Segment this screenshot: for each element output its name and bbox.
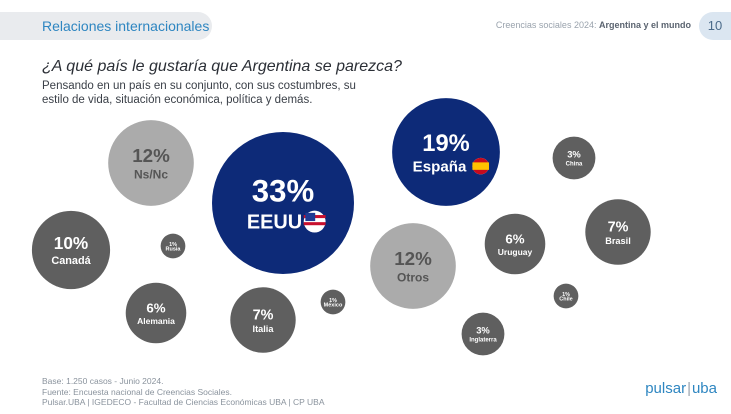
bubble-circle-mexico	[320, 289, 346, 315]
bubble-value-ns-nc: 12%	[132, 145, 170, 166]
bubble-espana: 19%España	[392, 98, 500, 206]
bubble-ns-nc: 12%Ns/Nc	[108, 120, 194, 206]
bubble-circle-ns-nc	[108, 120, 194, 206]
bubble-label-brasil: Brasil	[605, 236, 631, 246]
bubble-value-alemania: 6%	[146, 300, 165, 315]
bubble-label-chile: Chile	[559, 296, 572, 302]
bubble-circle-alemania	[125, 282, 187, 344]
bubble-label-espana: España	[413, 158, 467, 175]
bubble-value-china: 3%	[567, 149, 581, 160]
footer: Base: 1.250 casos - Junio 2024. Fuente: …	[42, 376, 325, 408]
bubble-value-espana: 19%	[422, 131, 469, 157]
chart-title: ¿A qué país le gustaría que Argentina se…	[42, 58, 402, 75]
bubble-circle-otros	[370, 223, 456, 309]
bubble-value-italia: 7%	[253, 307, 274, 323]
bubble-alemania: 6%Alemania	[125, 282, 187, 344]
bubble-italia: 7%Italia	[230, 287, 296, 353]
bubble-circle-italia	[230, 287, 296, 353]
brand-left: pulsar	[645, 380, 687, 397]
bubble-value-otros: 12%	[394, 248, 432, 269]
bubble-label-ns-nc: Ns/Nc	[134, 167, 168, 181]
bubble-circle-canada	[31, 210, 111, 290]
footer-source: Fuente: Encuesta nacional de Creencias S…	[42, 386, 232, 397]
bubble-circle-eeuu	[212, 132, 354, 274]
bubble-brasil: 7%Brasil	[585, 199, 651, 265]
bubble-china: 3% China	[552, 136, 596, 180]
bubble-value-canada: 10%	[54, 233, 88, 253]
bubble-label-canada: Canadá	[51, 255, 91, 267]
bubble-chile: 1%Chile	[553, 283, 579, 309]
bubble-value-eeuu: 33%	[252, 174, 314, 209]
bubble-rusia: 1%Rusia	[160, 233, 186, 259]
bubble-canada: 10% Canadá	[31, 210, 111, 290]
survey-topic: Argentina y el mundo	[598, 20, 691, 30]
bubble-circle-brasil	[585, 199, 651, 265]
bubble-value-brasil: 7%	[608, 219, 629, 235]
us-flag-icon	[303, 210, 326, 233]
footer-credits: Pulsar.UBA | IGEDECO - Facultad de Cienc…	[42, 397, 325, 407]
spain-flag-icon	[472, 157, 489, 175]
bubble-label-eeuu: EEUU	[247, 212, 302, 234]
bubble-label-italia: Italia	[253, 324, 275, 334]
bubble-value-inglaterra: 3%	[476, 325, 490, 336]
bubble-circle-china	[552, 136, 596, 180]
bubble-value-chile: 1%	[562, 292, 570, 298]
bubble-circle-rusia	[160, 233, 186, 259]
bubble-label-china: China	[566, 162, 583, 168]
bubble-otros: 12%Otros	[370, 223, 456, 309]
bubble-label-alemania: Alemania	[137, 316, 175, 326]
bubble-label-inglaterra: Inglaterra	[469, 338, 497, 344]
bubble-value-uruguay: 6%	[505, 231, 524, 246]
survey-header: Creencias sociales 2024: Argentina y el …	[496, 20, 691, 30]
chart-subtitle: Pensando en un país en su conjunto, con …	[42, 80, 356, 106]
bubble-uruguay: 6%Uruguay	[484, 213, 546, 275]
bubble-value-mexico: 1%	[329, 298, 337, 304]
footer-base: Base: 1.250 casos - Junio 2024.	[42, 376, 164, 386]
bubble-inglaterra: 3% Inglaterra	[461, 312, 505, 356]
bubble-circle-espana	[392, 98, 500, 206]
bubble-label-rusia: Rusia	[166, 246, 182, 252]
page-number: 10	[699, 12, 731, 40]
section-pill: Relaciones internacionales	[0, 12, 212, 40]
bubble-circle-uruguay	[484, 213, 546, 275]
bubble-circle-inglaterra	[461, 312, 505, 356]
bubble-eeuu: 33% EEUU	[212, 132, 354, 274]
bubble-value-rusia: 1%	[169, 242, 177, 248]
bubble-mexico: 1%México	[320, 289, 346, 315]
pulsar-uba-logo: pulsar|uba	[645, 380, 717, 397]
bubble-circle-chile	[553, 283, 579, 309]
brand-right: uba	[691, 380, 717, 397]
bubble-label-mexico: México	[324, 302, 343, 308]
bubble-label-uruguay: Uruguay	[498, 247, 533, 257]
bubble-label-otros: Otros	[397, 270, 429, 284]
section-title: Relaciones internacionales	[42, 18, 210, 34]
survey-name: Creencias sociales 2024:	[495, 20, 597, 30]
bubble-chart: 33%EEUU19%España12%Ns/Nc12%Otros10%Canad…	[31, 98, 651, 356]
